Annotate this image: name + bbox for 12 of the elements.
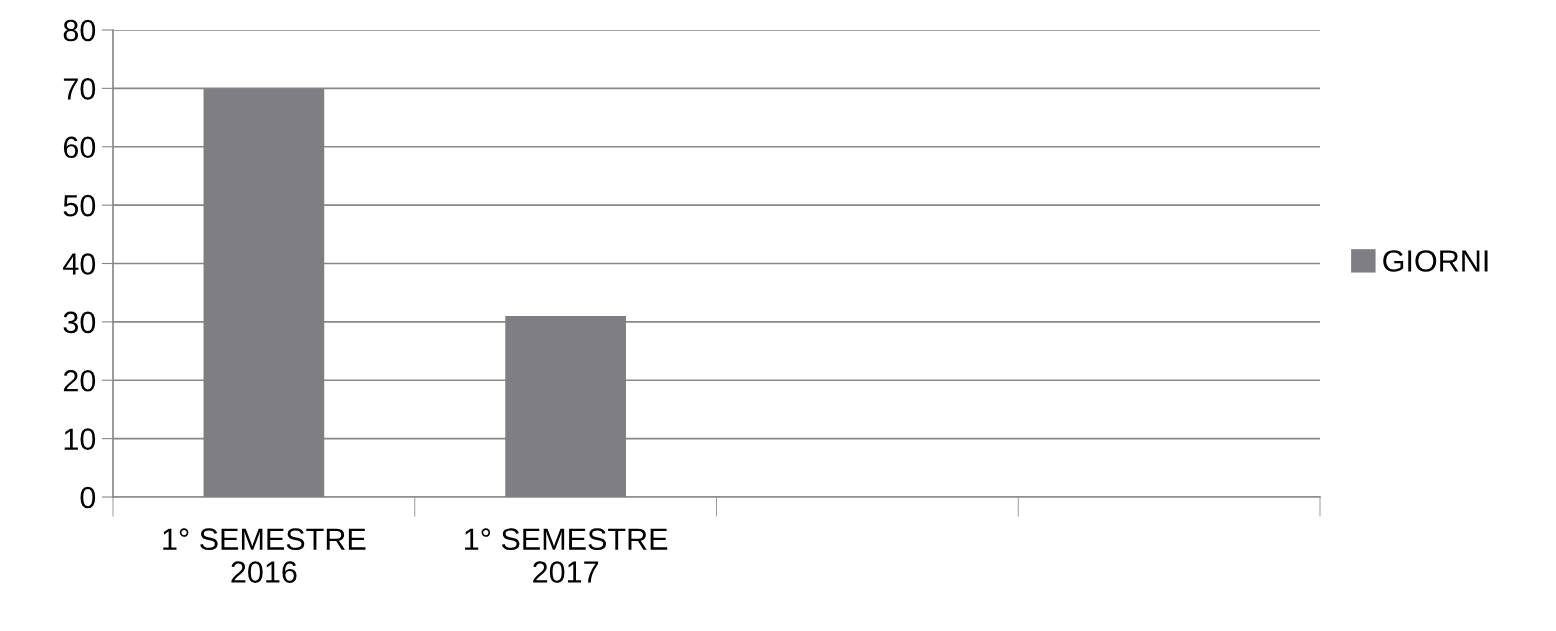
y-tick-label: 50 — [63, 194, 96, 217]
y-tick-label: 40 — [63, 253, 96, 275]
y-tick-label: 0 — [80, 486, 96, 509]
y-tick-label: 10 — [64, 428, 96, 450]
y-tick-label: 30 — [63, 311, 96, 334]
y-tick-label: 80 — [63, 19, 96, 42]
x-tick-label: 1° SEMESTRE 2016 — [163, 528, 366, 583]
y-tick-label: 70 — [63, 78, 96, 100]
y-tick-label: 60 — [63, 136, 96, 159]
x-tick-label: 1° SEMESTRE 2017 — [465, 528, 668, 583]
y-tick-label: 20 — [63, 369, 96, 392]
legend-label: GIORNI — [1383, 250, 1488, 272]
